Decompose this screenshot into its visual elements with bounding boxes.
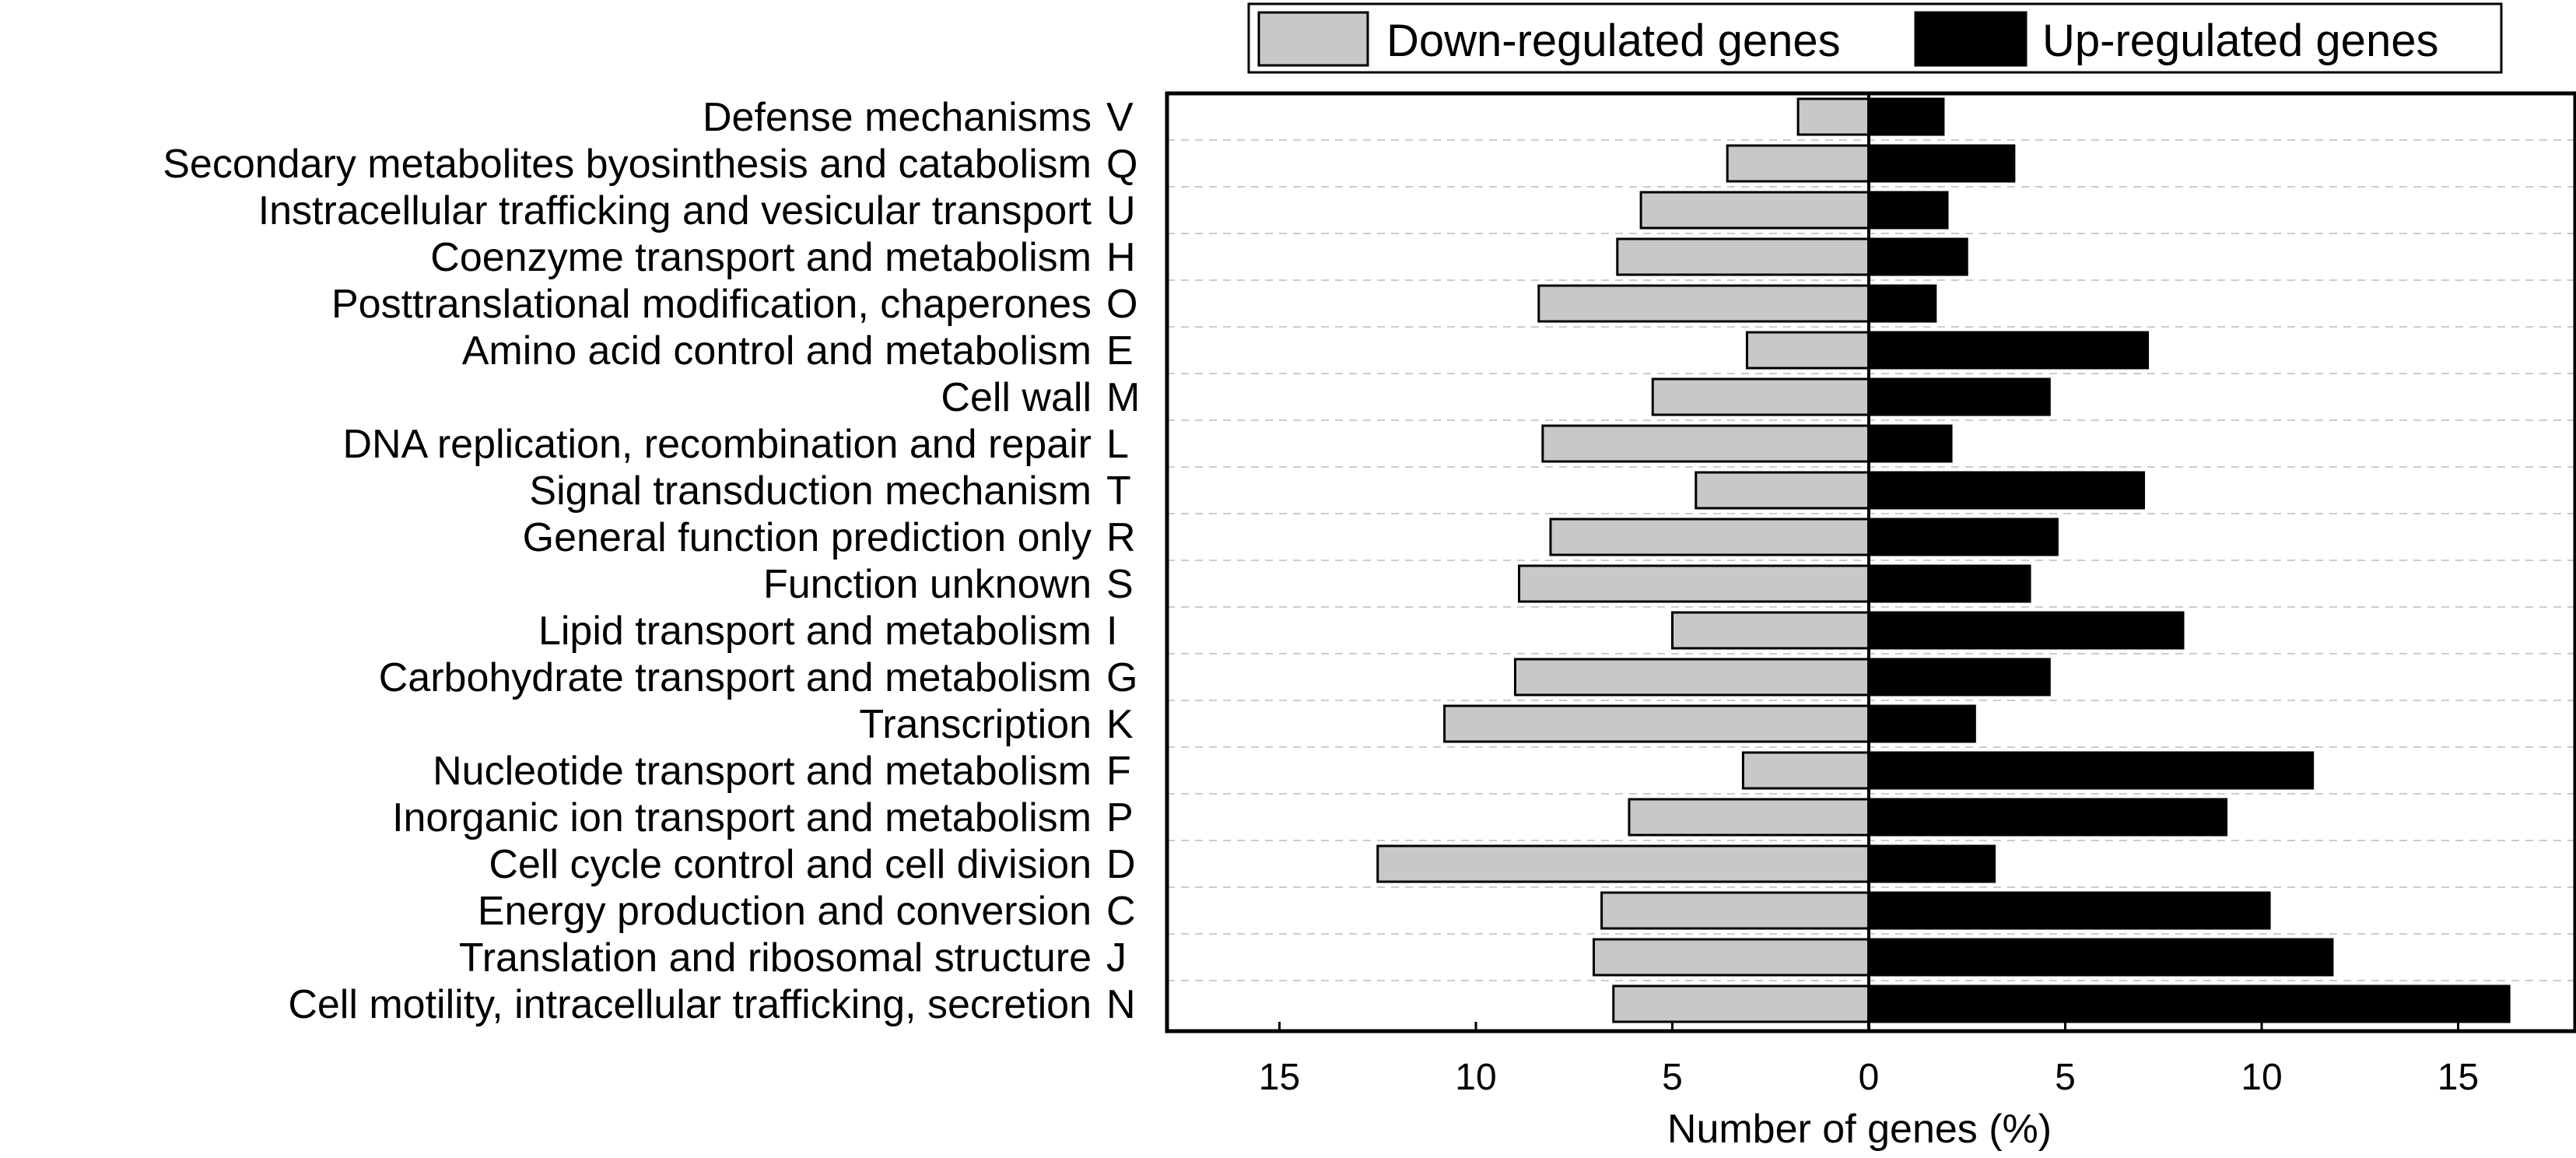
category-label: Defense mechanisms xyxy=(703,95,1092,140)
bar-up-O xyxy=(1867,284,1937,323)
category-labels: Defense mechanisms V Secondary metabolites… xyxy=(163,95,1140,1027)
category-code: J xyxy=(1106,935,1127,981)
category-label: Signal transduction mechanism xyxy=(529,468,1092,514)
category-code: C xyxy=(1106,889,1136,934)
bar-up-J xyxy=(1867,938,2334,977)
category-code: S xyxy=(1106,562,1134,607)
category-code: I xyxy=(1106,609,1117,654)
category-label: General function prediction only xyxy=(523,515,1092,560)
bar-down-U xyxy=(1639,191,1870,230)
x-tick-label: 15 xyxy=(2438,1057,2479,1098)
category-code: V xyxy=(1106,95,1134,140)
bar-up-V xyxy=(1867,97,1945,136)
x-axis-ticks: 15 10 5 0 5 10 15 xyxy=(1259,1022,2479,1098)
bar-down-P xyxy=(1628,798,1870,837)
category-code: Q xyxy=(1106,142,1137,187)
bar-down-V xyxy=(1796,97,1870,136)
bar-down-L xyxy=(1541,424,1870,463)
category-code: K xyxy=(1106,702,1134,747)
legend-frame xyxy=(1247,2,2503,74)
bar-down-N xyxy=(1612,984,1870,1023)
category-label: Energy production and conversion xyxy=(478,889,1092,934)
category-label: Instracellular trafficking and vesicular… xyxy=(258,188,1092,233)
bar-up-F xyxy=(1867,751,2315,790)
bar-up-G xyxy=(1867,658,2051,697)
category-code: N xyxy=(1106,982,1136,1027)
bar-up-H xyxy=(1867,237,1968,276)
bar-down-M xyxy=(1651,377,1870,416)
bar-down-G xyxy=(1514,658,1870,697)
grid-layer xyxy=(1167,139,2575,981)
category-code: E xyxy=(1106,328,1134,374)
category-label: Carbohydrate transport and metabolism xyxy=(379,655,1092,700)
bar-down-H xyxy=(1616,237,1870,276)
x-tick-label: 5 xyxy=(1662,1057,1683,1098)
category-label: Function unknown xyxy=(763,562,1092,607)
category-label: DNA replication, recombination and repai… xyxy=(342,422,1092,467)
category-label: Cell motility, intracellular trafficking… xyxy=(288,982,1092,1027)
bar-down-Q xyxy=(1726,144,1870,183)
category-label: Secondary metabolites byosinthesis and c… xyxy=(163,142,1092,187)
legend-swatch-down xyxy=(1257,11,1369,67)
category-code: U xyxy=(1106,188,1136,233)
bar-up-C xyxy=(1867,891,2271,930)
bar-up-D xyxy=(1867,844,1996,883)
bar-up-U xyxy=(1867,191,1949,230)
category-code: L xyxy=(1106,422,1129,467)
category-code: G xyxy=(1106,655,1137,700)
legend-label-up: Up-regulated genes xyxy=(2042,16,2438,66)
bar-down-R xyxy=(1549,518,1870,556)
bar-up-E xyxy=(1867,331,2150,370)
bar-down-I xyxy=(1671,611,1870,650)
category-code: O xyxy=(1106,282,1137,327)
x-tick-label: 15 xyxy=(1259,1057,1300,1098)
bar-down-O xyxy=(1537,284,1870,323)
bar-down-S xyxy=(1518,564,1870,603)
bar-up-R xyxy=(1867,518,2059,556)
bar-down-F xyxy=(1741,751,1870,790)
bar-up-T xyxy=(1867,471,2145,510)
category-label: Amino acid control and metabolism xyxy=(462,328,1092,374)
category-label: Transcription xyxy=(859,702,1092,747)
bar-up-Q xyxy=(1867,144,2016,183)
category-label: Posttranslational modification, chaperon… xyxy=(331,282,1092,327)
legend-label-down: Down-regulated genes xyxy=(1386,16,1841,66)
bar-down-E xyxy=(1745,331,1870,370)
category-code: M xyxy=(1106,375,1140,420)
bar-down-T xyxy=(1695,471,1870,510)
category-code: P xyxy=(1106,795,1134,840)
category-code: D xyxy=(1106,842,1136,887)
category-code: H xyxy=(1106,235,1136,280)
category-label: Cell cycle control and cell division xyxy=(489,842,1092,887)
category-code: F xyxy=(1106,749,1131,794)
bar-down-K xyxy=(1443,704,1870,743)
legend-swatch-up xyxy=(1914,11,2028,67)
bar-up-S xyxy=(1867,564,2031,603)
x-tick-label: 10 xyxy=(2241,1057,2282,1098)
bar-up-M xyxy=(1867,377,2051,416)
bar-down-D xyxy=(1376,844,1870,883)
category-code: T xyxy=(1106,468,1131,514)
legend: Down-regulated genes Up-regulated genes xyxy=(1247,2,2503,74)
bar-up-K xyxy=(1867,704,1976,743)
bar-down-C xyxy=(1600,891,1870,930)
bar-up-P xyxy=(1867,798,2228,837)
category-code: R xyxy=(1106,515,1136,560)
category-label: Coenzyme transport and metabolism xyxy=(430,235,1092,280)
category-label: Cell wall xyxy=(941,375,1092,420)
bar-up-N xyxy=(1867,984,2511,1023)
plot-frame xyxy=(1165,91,2576,1033)
category-label: Nucleotide transport and metabolism xyxy=(433,749,1092,794)
category-label: Inorganic ion transport and metabolism xyxy=(392,795,1092,840)
x-axis-title: Number of genes (%) xyxy=(1667,1107,2052,1152)
bar-up-L xyxy=(1867,424,1953,463)
x-tick-label: 5 xyxy=(2055,1057,2076,1098)
x-tick-label: 10 xyxy=(1455,1057,1496,1098)
bar-down-J xyxy=(1593,938,1870,977)
x-tick-label: 0 xyxy=(1859,1057,1880,1098)
bar-up-I xyxy=(1867,611,2185,650)
category-label: Lipid transport and metabolism xyxy=(538,609,1092,654)
category-label: Translation and ribosomal structure xyxy=(459,935,1092,981)
